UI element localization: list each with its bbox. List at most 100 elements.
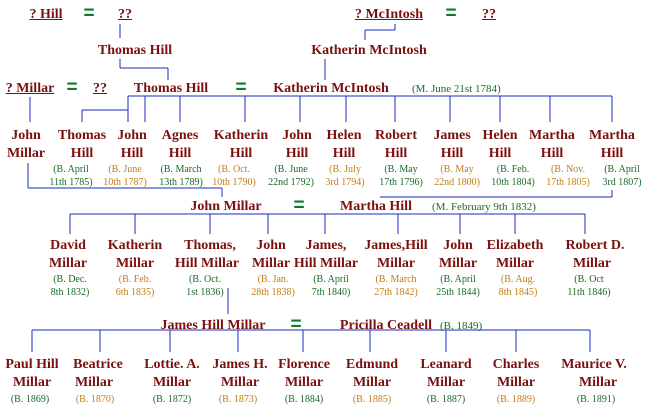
child-name-line1: Leanard	[420, 357, 472, 372]
person-thomas-hill: Thomas Hill	[133, 81, 209, 96]
child-name-line2: Millar	[152, 375, 192, 390]
marriage-equals-sign: =	[83, 3, 95, 24]
birth-date: 3rd 1807)	[602, 177, 642, 188]
child-name-line1: James,Hill	[364, 238, 428, 253]
marriage-equals-sign: =	[290, 314, 302, 335]
child-name-line1: Robert	[375, 128, 417, 143]
birth-date: (B. April	[440, 274, 476, 285]
birth-date: (B. June	[108, 164, 142, 175]
birth-date: (B. 1870)	[75, 394, 115, 405]
birth-date: 3rd 1794)	[325, 177, 365, 188]
child-name-line2: Hill	[540, 146, 564, 161]
birth-date: (B. Oct	[574, 274, 604, 285]
child-name-line2: Hill	[285, 146, 309, 161]
child-name-line1: Katherin	[213, 128, 269, 143]
person-john-millar: John	[11, 128, 41, 143]
child-name-line1: John	[117, 128, 147, 143]
person-unknown-millar-spouse: ??	[93, 81, 107, 96]
birth-date: (B. 1872)	[152, 394, 192, 405]
child-name-line1: James	[433, 128, 471, 143]
birth-date: 22nd 1800)	[434, 177, 480, 188]
person-katherin-mcintosh: Katherin McIntosh	[273, 81, 389, 96]
child-name-line2: Millar	[496, 375, 536, 390]
birth-date: (B. 1885)	[352, 394, 392, 405]
birth-date: (B. March	[160, 164, 202, 175]
birth-date: (B. June	[274, 164, 308, 175]
birth-date: 10th 1790)	[212, 177, 256, 188]
child-name-line2: Millar	[251, 256, 291, 271]
person-james-hill-millar: James Hill Millar	[160, 318, 266, 333]
birth-date: (B. 1884)	[284, 394, 324, 405]
child-name-line1: Edmund	[345, 357, 399, 372]
birth-date: (B. Feb.	[496, 164, 530, 175]
birth-date: (B. March	[375, 274, 417, 285]
birth-date: (B. Feb.	[118, 274, 152, 285]
child-name-line2: Hill	[332, 146, 356, 161]
child-name-line1: Maurice V.	[561, 357, 627, 372]
child-name-line1: John	[443, 238, 473, 253]
marriage-equals-sign: =	[445, 3, 457, 24]
person-unknown-hill-spouse: ??	[118, 7, 132, 22]
birth-date: (B. May	[440, 164, 474, 175]
birth-date: 10th 1804)	[491, 177, 535, 188]
child-name-line1: James H.	[212, 357, 268, 372]
birth-date: (B. 1887)	[426, 394, 466, 405]
child-name-line1: Helen	[482, 128, 518, 143]
child-name-line2: Millar	[426, 375, 466, 390]
child-name-line2: Millar	[48, 256, 88, 271]
child-name-line2: Hill	[488, 146, 512, 161]
person-unknown-mcintosh: ? McIntosh	[354, 7, 424, 22]
child-name-line1: Elizabeth	[486, 238, 544, 253]
birth-date: (B. Jan.	[257, 274, 289, 285]
child-name-line2: Hill	[440, 146, 464, 161]
person-john-millar-surname: Millar	[6, 146, 46, 161]
person-unknown-mcintosh-spouse: ??	[482, 7, 496, 22]
child-name-line2: Hill Millar	[293, 256, 359, 271]
child-name-line1: Katherin	[107, 238, 163, 253]
birth-date: 17th 1805)	[546, 177, 590, 188]
birth-date: 8th 1845)	[498, 287, 538, 298]
person-unknown-millar: ? Millar	[5, 81, 55, 96]
birth-date: (B. 1869)	[10, 394, 50, 405]
child-name-line1: Florence	[278, 357, 330, 372]
child-name-line2: Millar	[352, 375, 392, 390]
marriage-date: (M. February 9th 1832)	[432, 201, 536, 213]
child-name-line2: Hill	[70, 146, 94, 161]
person-thomas-hill-child: Thomas Hill	[97, 43, 173, 58]
marriage-equals-sign: =	[293, 195, 305, 216]
child-name-line2: Hill	[600, 146, 624, 161]
child-name-line1: Martha	[589, 128, 635, 143]
person-unknown-hill: ? Hill	[29, 7, 63, 22]
birth-date: (B. July	[329, 164, 361, 175]
child-name-line2: Millar	[115, 256, 155, 271]
child-name-line2: Hill	[229, 146, 253, 161]
child-name-line2: Hill Millar	[174, 256, 240, 271]
person-katherin-mcintosh-child: Katherin McIntosh	[311, 43, 427, 58]
child-name-line1: John	[282, 128, 312, 143]
birth-date: 7th 1840)	[311, 287, 351, 298]
person-pricilla-ceadell: Pricilla Ceadell	[339, 318, 433, 333]
birth-date: 6th 1835)	[115, 287, 155, 298]
child-name-line2: Millar	[220, 375, 260, 390]
child-name-line2: Hill	[168, 146, 192, 161]
birth-date: 28th 1838)	[251, 287, 295, 298]
child-name-line1: James,	[305, 238, 347, 253]
child-name-line2: Millar	[12, 375, 52, 390]
birth-date: (B. 1873)	[218, 394, 258, 405]
birth-date: (B. 1889)	[496, 394, 536, 405]
birth-date: (B. April	[53, 164, 89, 175]
birth-date: 17th 1796)	[379, 177, 423, 188]
child-name-line1: Charles	[492, 357, 540, 372]
child-name-line2: Millar	[572, 256, 612, 271]
birth-date: 27th 1842)	[374, 287, 418, 298]
birth-date: (B. Aug.	[500, 274, 536, 285]
child-name-line1: Agnes	[161, 128, 199, 143]
birth-date: 11th 1785)	[49, 177, 93, 188]
birth-date: (B. Nov.	[550, 164, 586, 175]
child-name-line2: Millar	[495, 256, 535, 271]
birth-date: 8th 1832)	[50, 287, 90, 298]
child-name-line2: Hill	[384, 146, 408, 161]
child-name-line1: Robert D.	[565, 238, 625, 253]
